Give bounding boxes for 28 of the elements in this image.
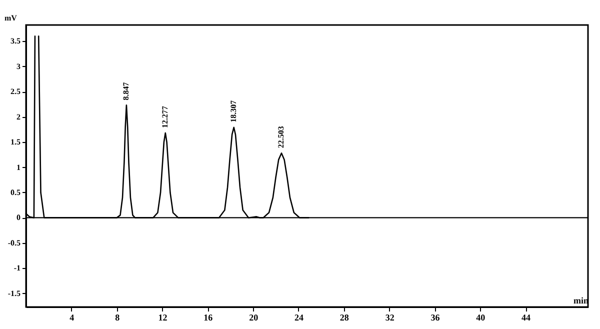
x-tick-label: 28: [340, 312, 350, 322]
x-tick-label: 44: [522, 312, 532, 322]
x-tick-label: 4: [70, 312, 75, 322]
y-tick-label: 3: [16, 62, 20, 71]
x-tick-label: 8: [115, 312, 120, 322]
x-tick-label: 32: [385, 312, 395, 322]
y-tick-label: 0: [16, 213, 20, 222]
y-tick-label: -0.5: [8, 238, 20, 248]
annotation: 12.277: [160, 106, 170, 128]
x-tick-label: 40: [476, 312, 486, 322]
y-tick-label: -1.5: [8, 288, 20, 298]
annotation: 8.847: [121, 82, 130, 100]
y-tick-label: 2.5: [10, 87, 20, 96]
x-tick-label: 24: [294, 312, 304, 322]
x-tick-label: 20: [249, 312, 259, 322]
y-tick-label: 1.5: [10, 138, 20, 147]
annotation: 18.307: [228, 100, 238, 122]
x-axis-title: min: [573, 296, 588, 306]
y-tick-label: 2: [16, 112, 20, 122]
y-tick-label: 0.5: [10, 188, 20, 197]
x-tick-label: 12: [158, 312, 168, 322]
x-tick-label: 36: [430, 312, 440, 322]
y-tick-label: -1: [14, 264, 20, 273]
x-tick-label: 16: [204, 312, 214, 322]
y-axis-title: mV: [4, 14, 18, 22]
annotation: 22.503: [276, 126, 286, 148]
y-tick-label: 1: [16, 162, 20, 172]
y-tick-label: 3.5: [10, 36, 20, 46]
